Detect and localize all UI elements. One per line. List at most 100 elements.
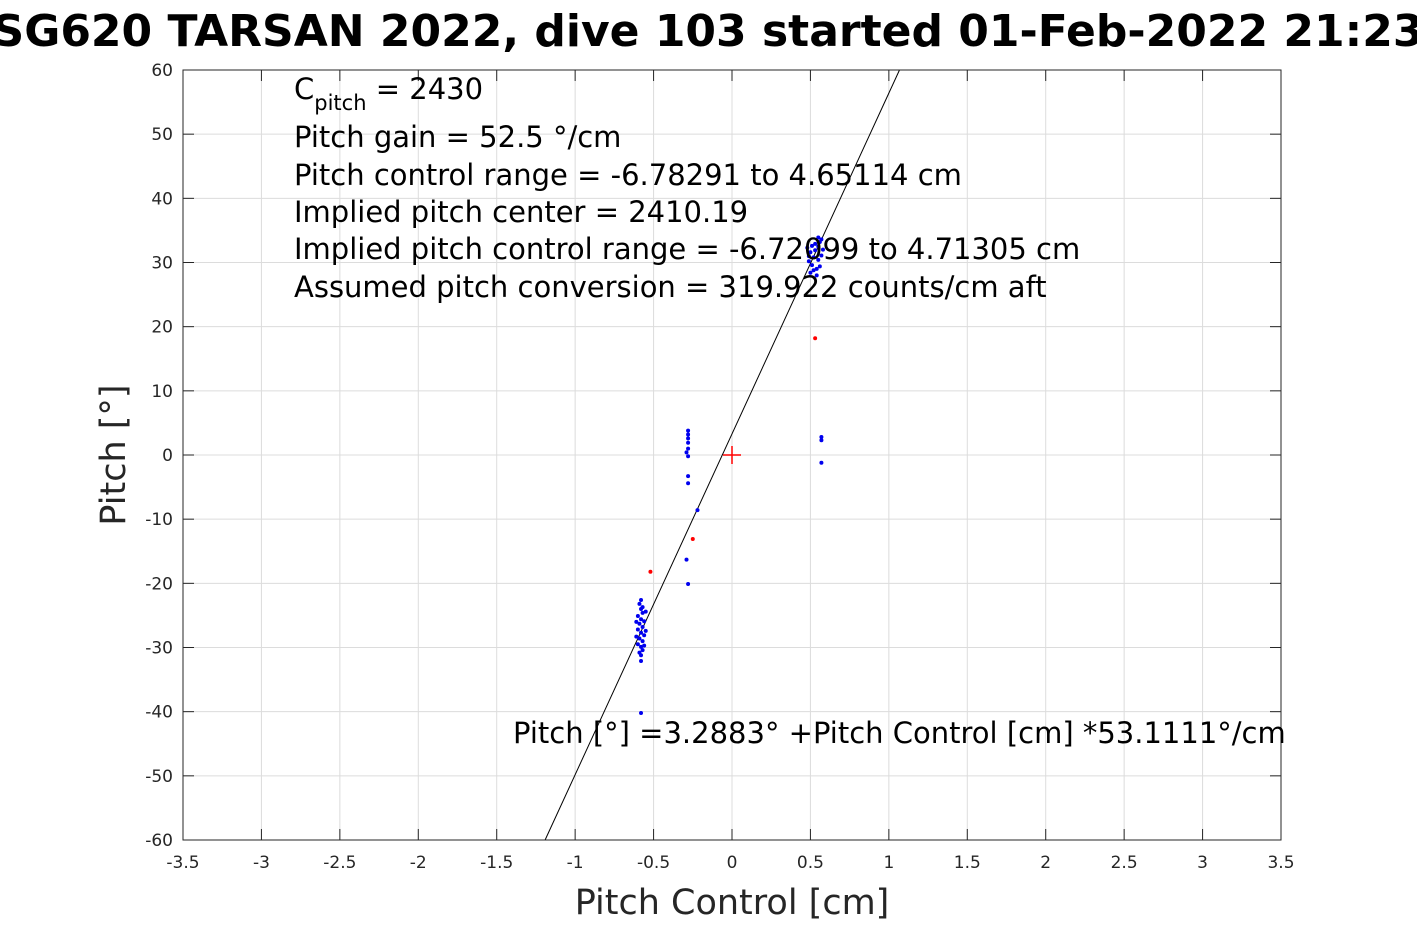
plot-area: [182, 69, 1282, 841]
data-point: [813, 248, 818, 253]
x-tick-label: 2: [1040, 853, 1051, 873]
data-point: [819, 435, 824, 440]
data-point: [634, 619, 639, 624]
data-point: [639, 630, 644, 635]
y-tick-label: 50: [151, 125, 173, 145]
y-tick-label: 10: [151, 382, 173, 402]
x-tick-label: -3.5: [166, 853, 199, 873]
data-point: [639, 617, 644, 622]
x-tick-label: 1: [883, 853, 894, 873]
data-point: [639, 658, 644, 663]
implied-pitch-center-annotation: Implied pitch center = 2410.19: [294, 195, 748, 229]
x-tick-label: 2.5: [1111, 853, 1138, 873]
data-point: [648, 569, 653, 574]
y-tick-label: 30: [151, 254, 173, 274]
data-point: [684, 450, 689, 455]
data-point: [819, 253, 824, 258]
data-point: [814, 273, 819, 278]
data-point: [811, 255, 816, 260]
implied-pitch-control-range-annotation: Implied pitch control range = -6.72099 t…: [294, 232, 1080, 266]
x-tick-label: -1: [567, 853, 584, 873]
data-point: [640, 648, 645, 653]
data-point: [816, 257, 821, 262]
x-tick-label: -0.5: [637, 853, 670, 873]
axis-ticks: [182, 69, 1282, 841]
y-tick-label: -30: [145, 639, 173, 659]
x-tick-label: 0.5: [797, 853, 824, 873]
data-point: [811, 268, 816, 273]
y-tick-label: 20: [151, 318, 173, 338]
data-point: [640, 605, 645, 610]
data-point: [690, 537, 695, 542]
data-point: [808, 270, 813, 275]
center-marker-layer: [723, 446, 741, 464]
y-tick-label: 40: [151, 189, 173, 209]
x-tick-labels: -3.5 -3 -2.5 -2 -1.5 -1 -0.5 0 0.5 1 1.5 2 2.5 3 3.5: [166, 853, 1294, 873]
data-point: [643, 609, 648, 614]
y-tick-label: 60: [151, 61, 173, 81]
data-point: [809, 243, 814, 248]
data-point: [816, 235, 821, 240]
data-point: [686, 446, 691, 451]
data-point: [635, 614, 640, 619]
data-point: [686, 581, 691, 586]
data-point: [806, 254, 811, 259]
data-point: [686, 481, 691, 486]
y-tick-labels: -60 -50 -40 -30 -20 -10 0 10 20 30 40 50 60: [145, 61, 173, 851]
data-point: [808, 250, 813, 255]
center-plus-marker: [723, 446, 741, 464]
data-point: [642, 643, 647, 648]
chart-title: SG620 TARSAN 2022, dive 103 started 01-F…: [0, 6, 1417, 57]
x-tick-label: -2: [410, 853, 427, 873]
data-point: [686, 428, 691, 433]
data-point: [695, 508, 700, 513]
c-pitch-symbol: C: [294, 72, 314, 106]
data-point: [637, 601, 642, 606]
x-tick-label: 3.5: [1267, 853, 1294, 873]
data-point: [637, 636, 642, 641]
data-point: [635, 642, 640, 647]
data-point: [805, 245, 810, 250]
y-tick-label: -40: [145, 703, 173, 723]
c-pitch-value: = 2430: [367, 72, 484, 106]
data-point: [813, 241, 818, 246]
y-tick-label: -20: [145, 574, 173, 594]
data-point: [642, 633, 647, 638]
data-point: [819, 460, 824, 465]
y-tick-label: -60: [145, 831, 173, 851]
pitch-gain-annotation: Pitch gain = 52.5 °/cm: [294, 120, 621, 154]
data-point: [686, 440, 691, 445]
data-point: [640, 639, 645, 644]
data-point: [809, 263, 814, 268]
data-point: [639, 644, 644, 649]
assumed-pitch-conversion-annotation: Assumed pitch conversion = 319.922 count…: [294, 270, 1047, 304]
pitch-control-range-annotation: Pitch control range = -6.78291 to 4.6511…: [294, 158, 962, 192]
data-point: [637, 621, 642, 626]
data-point: [642, 619, 647, 624]
x-tick-label: 1.5: [954, 853, 981, 873]
data-point: [686, 454, 691, 459]
data-point: [643, 628, 648, 633]
data-point: [639, 653, 644, 658]
data-point: [684, 557, 689, 562]
c-pitch-annotation: Cpitch = 2430: [294, 72, 483, 115]
data-point: [634, 634, 639, 639]
annotation-block: Cpitch = 2430 Pitch gain = 52.5 °/cm Pit…: [294, 72, 1080, 304]
data-point: [635, 627, 640, 632]
data-point: [813, 336, 818, 341]
data-point: [640, 624, 645, 629]
data-point: [639, 598, 644, 603]
data-point: [817, 264, 822, 269]
fit-line-layer: [544, 69, 900, 841]
data-point: [686, 436, 691, 441]
x-tick-label: -1.5: [480, 853, 513, 873]
data-point: [819, 438, 824, 443]
fit-line: [544, 69, 900, 841]
c-pitch-subscript: pitch: [314, 91, 366, 115]
data-point: [686, 474, 691, 479]
y-tick-label: -50: [145, 767, 173, 787]
x-axis-label: Pitch Control [cm]: [575, 883, 890, 923]
y-tick-label: -10: [145, 510, 173, 530]
data-point: [686, 432, 691, 437]
